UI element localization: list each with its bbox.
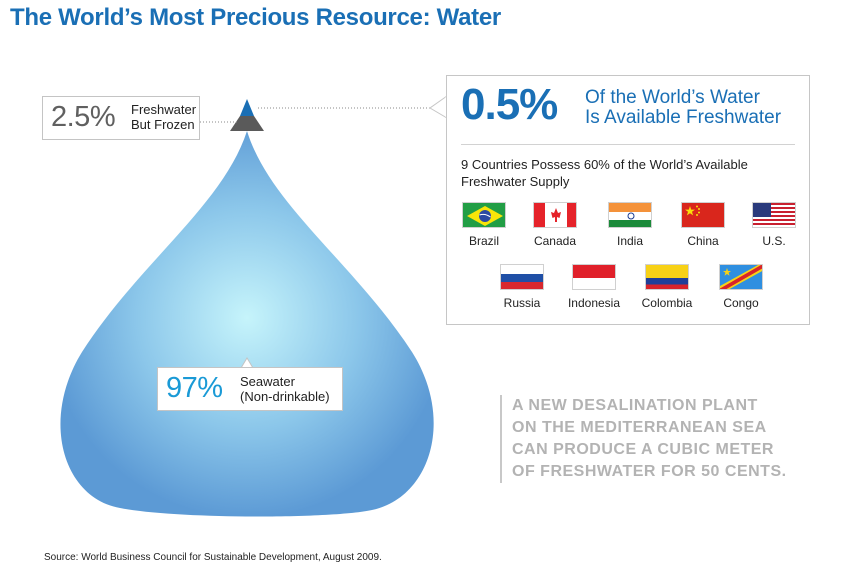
country-congo: Congo [701,264,781,310]
canada-flag-icon [533,202,577,228]
page-title: The World’s Most Precious Resource: Wate… [10,4,501,31]
drop-tip-frozen [230,116,264,131]
country-label: Canada [533,234,577,248]
country-label: Indonesia [567,296,621,310]
available-heading: Of the World’s Water Is Available Freshw… [585,87,782,128]
india-flag-icon [608,202,652,228]
country-label: U.S. [762,234,786,248]
seawater-callout: 97% Seawater (Non-drinkable) [157,367,343,411]
country-label: India [616,234,644,248]
desalination-quote: A NEW DESALINATION PLANT ON THE MEDITERR… [500,395,787,483]
water-drop-seawater [60,131,434,517]
divider [461,144,795,145]
country-russia: Russia [482,264,562,310]
colombia-flag-icon [645,264,689,290]
countries-subtitle: 9 Countries Possess 60% of the World’s A… [461,157,748,189]
us-flag-icon [752,202,796,228]
country-label: Brazil [468,234,499,248]
congo-flag-icon [719,264,763,290]
brazil-flag-icon [462,202,506,228]
country-canada: Canada [515,202,595,248]
china-flag-icon [681,202,725,228]
frozen-percent: 2.5% [51,101,116,133]
seawater-percent: 97% [166,372,223,404]
frozen-callout: 2.5% Freshwater But Frozen [42,96,200,140]
country-brazil: Brazil [444,202,524,248]
seawater-label: Seawater (Non-drinkable) [240,374,330,404]
country-china: China [663,202,743,248]
russia-flag-icon [500,264,544,290]
frozen-label: Freshwater But Frozen [131,102,197,132]
indonesia-flag-icon [572,264,616,290]
country-label: China [687,234,719,248]
country-label: Russia [503,296,541,310]
country-colombia: Colombia [627,264,707,310]
country-label: Colombia [641,296,693,310]
country-indonesia: Indonesia [554,264,634,310]
drop-tip-available [240,99,254,116]
available-percent: 0.5% [461,80,558,129]
country-us: U.S. [734,202,814,248]
country-label: Congo [723,296,759,310]
country-india: India [590,202,670,248]
panel-pointer [429,95,448,119]
available-freshwater-panel: 0.5% Of the World’s Water Is Available F… [446,75,810,325]
source-note: Source: World Business Council for Susta… [44,552,382,563]
